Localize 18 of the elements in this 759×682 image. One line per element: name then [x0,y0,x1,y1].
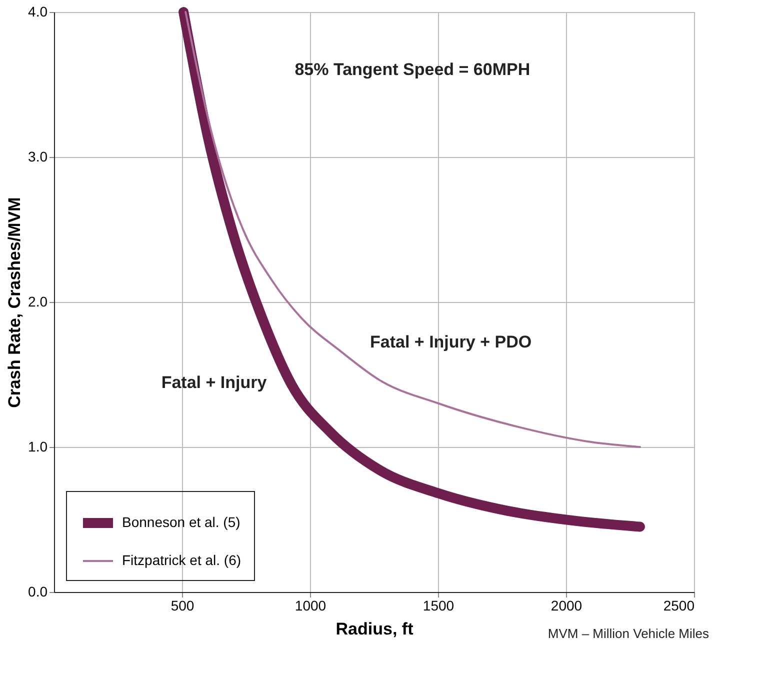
x-tick-label: 2500 [663,598,695,614]
y-tick-label: 1.0 [28,438,48,454]
y-axis-title: Crash Rate, Crashes/MVM [5,197,24,408]
y-tick-label: 2.0 [28,294,48,310]
y-tick-label: 4.0 [28,4,48,20]
text: MVM – Million Vehicle Miles [548,626,710,641]
x-tick-label: 2000 [550,598,582,614]
y-tick-label: 3.0 [28,148,48,164]
x-axis-title: Radius, ft [336,620,414,638]
legend-label: Bonneson et al. (5) [122,514,240,530]
x-tick-label: 500 [170,598,194,614]
y-tick-label: 0.0 [28,584,48,600]
legend-label: Fitzpatrick et al. (6) [122,552,242,568]
x-tick-label: 1500 [422,598,454,614]
annotation: Fatal + Injury + PDO [370,332,532,352]
annotation: Fatal + Injury [161,373,268,392]
annotation: 85% Tangent Speed = 60MPH [294,60,530,79]
x-tick-label: 1000 [294,598,326,614]
